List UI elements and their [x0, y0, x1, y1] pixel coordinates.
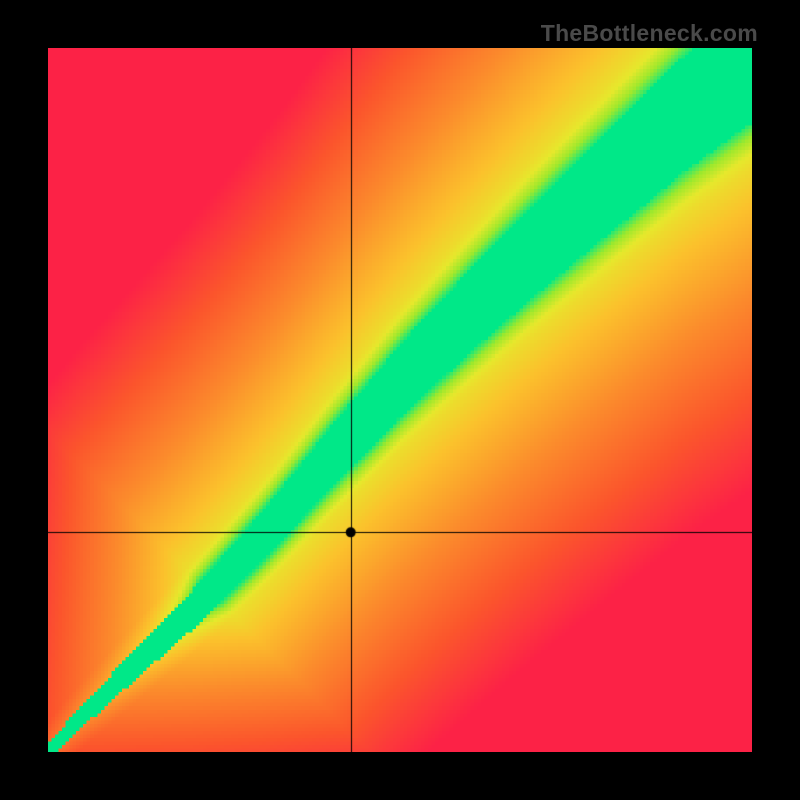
chart-container: { "chart": { "type": "heatmap", "outer_w…	[0, 0, 800, 800]
bottleneck-heatmap	[48, 48, 752, 752]
watermark-text: TheBottleneck.com	[541, 20, 758, 47]
